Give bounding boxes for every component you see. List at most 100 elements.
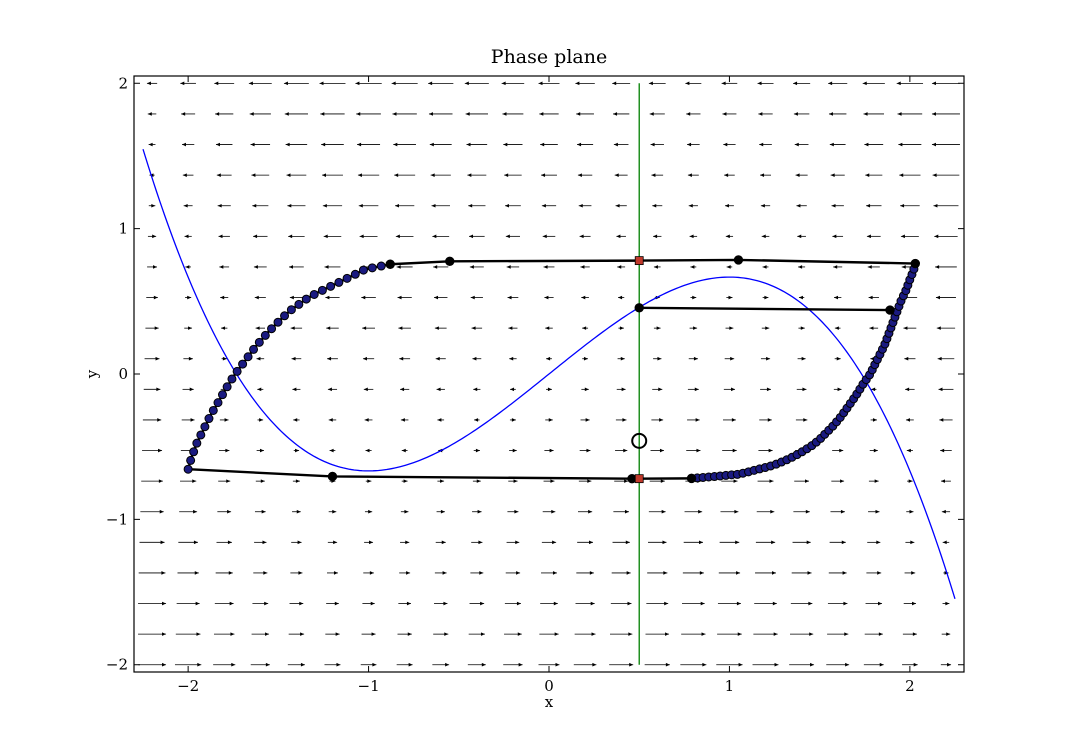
trajectory-marker [213,398,223,408]
vector-arrow [791,571,812,575]
vector-arrow [510,387,516,392]
vector-arrow-head [690,265,695,269]
vector-arrow-head [905,418,910,422]
vector-arrow [144,356,160,361]
vector-arrow-head [832,234,837,239]
vector-arrow [868,479,879,483]
vector-arrow-head [297,540,302,545]
vector-arrow [432,234,450,239]
vector-arrow-head [264,601,269,606]
trajectory-line [188,468,692,480]
vector-arrow [937,356,955,361]
vector-arrow [326,601,339,606]
vector-arrow [142,418,162,422]
vector-arrow [942,540,950,545]
vector-arrow [684,509,703,514]
vector-arrow [397,632,412,636]
vector-arrow-head [810,662,815,667]
vector-arrow [215,142,233,147]
vector-arrow-head [227,540,232,545]
vector-arrow [758,112,773,116]
vector-arrow [391,81,418,86]
vector-arrow-head [868,295,873,300]
trajectory-marker [634,303,644,313]
vector-arrow [798,326,805,330]
vector-arrow-head [512,448,517,453]
vector-arrow-head [548,418,553,422]
vector-arrow [139,540,165,545]
vector-arrow-head [391,81,396,86]
vector-arrow [327,356,338,361]
vector-arrow-head [650,142,655,147]
vector-arrow [474,418,480,422]
vector-arrow [254,295,266,300]
vector-arrow [865,173,883,177]
vector-arrow [248,81,272,86]
vector-arrow-head [397,295,402,300]
vector-arrow-head [615,203,620,208]
vector-arrow [180,479,197,483]
vector-arrow [864,142,884,147]
vector-arrow-head [798,295,803,300]
vector-arrow [827,632,849,636]
vector-arrow [646,601,669,606]
vector-arrow-head [162,632,167,636]
vector-arrow-head [507,295,512,300]
vector-arrow [868,509,880,514]
vector-arrow-head [735,540,740,545]
vector-arrow [393,142,416,147]
vector-arrow-head [795,173,800,177]
vector-arrow-head [869,326,874,330]
vector-arrow [863,662,884,667]
vector-arrow-head [700,601,705,606]
vector-arrow [650,448,664,453]
vector-arrow [541,571,557,575]
trajectory-marker [254,337,264,347]
vector-arrow-head [843,601,848,606]
vector-arrow [827,601,848,606]
vector-arrow-head [188,326,193,330]
vector-arrow [432,662,450,667]
vector-arrow [327,571,338,575]
vector-arrow [681,632,706,636]
vector-arrow [508,326,518,330]
vector-arrow [582,356,588,361]
vector-arrow [543,265,555,269]
vector-arrow [906,448,913,453]
vector-arrow [253,234,268,239]
vector-arrow-head [866,203,871,208]
vector-arrow-head [805,509,810,514]
vector-arrow-head [770,509,775,514]
vector-arrow-head [148,142,153,147]
vector-arrow-head [332,509,337,514]
vector-arrow-head [185,265,190,269]
vector-arrow [290,571,303,575]
vector-arrow [146,81,158,86]
vector-arrow-head [182,173,187,177]
vector-arrow-head [231,662,236,667]
vector-arrow-head [878,601,883,606]
vector-arrow [760,203,771,208]
vector-arrow-head [369,571,374,575]
vector-arrow [503,142,523,147]
vector-arrow-head [693,326,698,330]
vector-arrow-head [804,479,809,483]
vector-arrow-head [361,295,366,300]
vector-arrow [147,265,157,269]
trajectory-marker [280,311,290,321]
vector-arrow-head [941,509,946,514]
square-marker [634,256,644,266]
vector-arrow-head [188,356,193,361]
vector-arrow [616,387,626,392]
vector-arrow [617,265,626,269]
trajectory-marker [327,471,338,482]
vector-arrow [831,479,845,483]
vector-arrow-head [407,632,412,636]
trajectory-marker [217,390,227,400]
trajectory-marker [189,447,199,457]
vector-arrow-head [322,203,327,208]
vector-arrow [216,540,232,545]
vector-arrow-head [291,356,296,361]
vector-arrow-head [158,448,163,453]
vector-arrow [324,662,341,667]
